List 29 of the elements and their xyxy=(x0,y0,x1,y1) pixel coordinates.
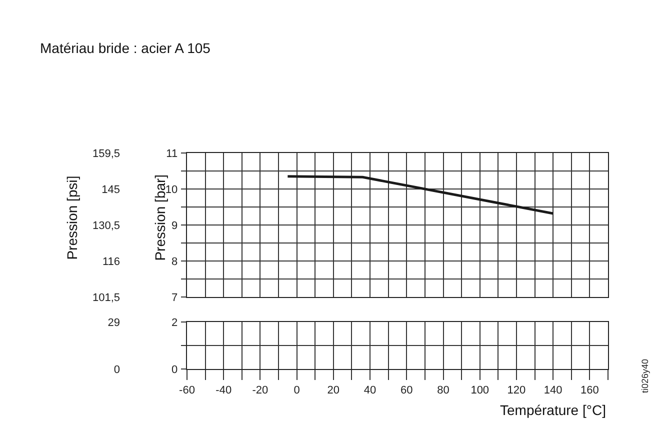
text: ti026y40 xyxy=(640,358,650,393)
y-tick-label: 9 xyxy=(171,220,178,232)
x-tick-label: 140 xyxy=(544,384,562,396)
y2-tick-label: 116 xyxy=(102,256,120,268)
x-tick-label: -20 xyxy=(252,384,268,396)
y-tick-label: 0 xyxy=(171,364,178,376)
y2-tick-label: 145 xyxy=(102,184,120,196)
y2-tick-label: 159,5 xyxy=(92,148,120,160)
x-axis-title: Température [°C] xyxy=(500,402,606,418)
x-tick-label: 120 xyxy=(507,384,526,396)
chart-title: Matériau bride : acier A 105 xyxy=(40,40,211,56)
y-tick-label: 11 xyxy=(166,148,178,160)
y2-tick-label: 29 xyxy=(108,316,120,329)
y2-tick-label: 0 xyxy=(114,364,120,376)
x-tick-label: -60 xyxy=(179,384,195,396)
x-tick-label: 160 xyxy=(580,384,599,396)
x-tick-label: 100 xyxy=(470,384,490,396)
y2-axis-title: Pression [psi] xyxy=(64,176,80,260)
y2-tick-label: 101,5 xyxy=(92,292,120,304)
y-tick-label: 7 xyxy=(171,292,178,304)
y-tick-label: 8 xyxy=(171,256,178,268)
x-tick-label: 20 xyxy=(327,384,340,396)
x-tick-label: 60 xyxy=(400,384,413,396)
x-tick-label: -40 xyxy=(216,384,232,396)
y2-tick-label: 130,5 xyxy=(92,220,120,232)
x-tick-label: 80 xyxy=(437,384,450,396)
x-tick-label: 0 xyxy=(294,384,300,396)
y-tick-label: 2 xyxy=(171,316,178,329)
x-tick-label: 40 xyxy=(364,384,376,396)
